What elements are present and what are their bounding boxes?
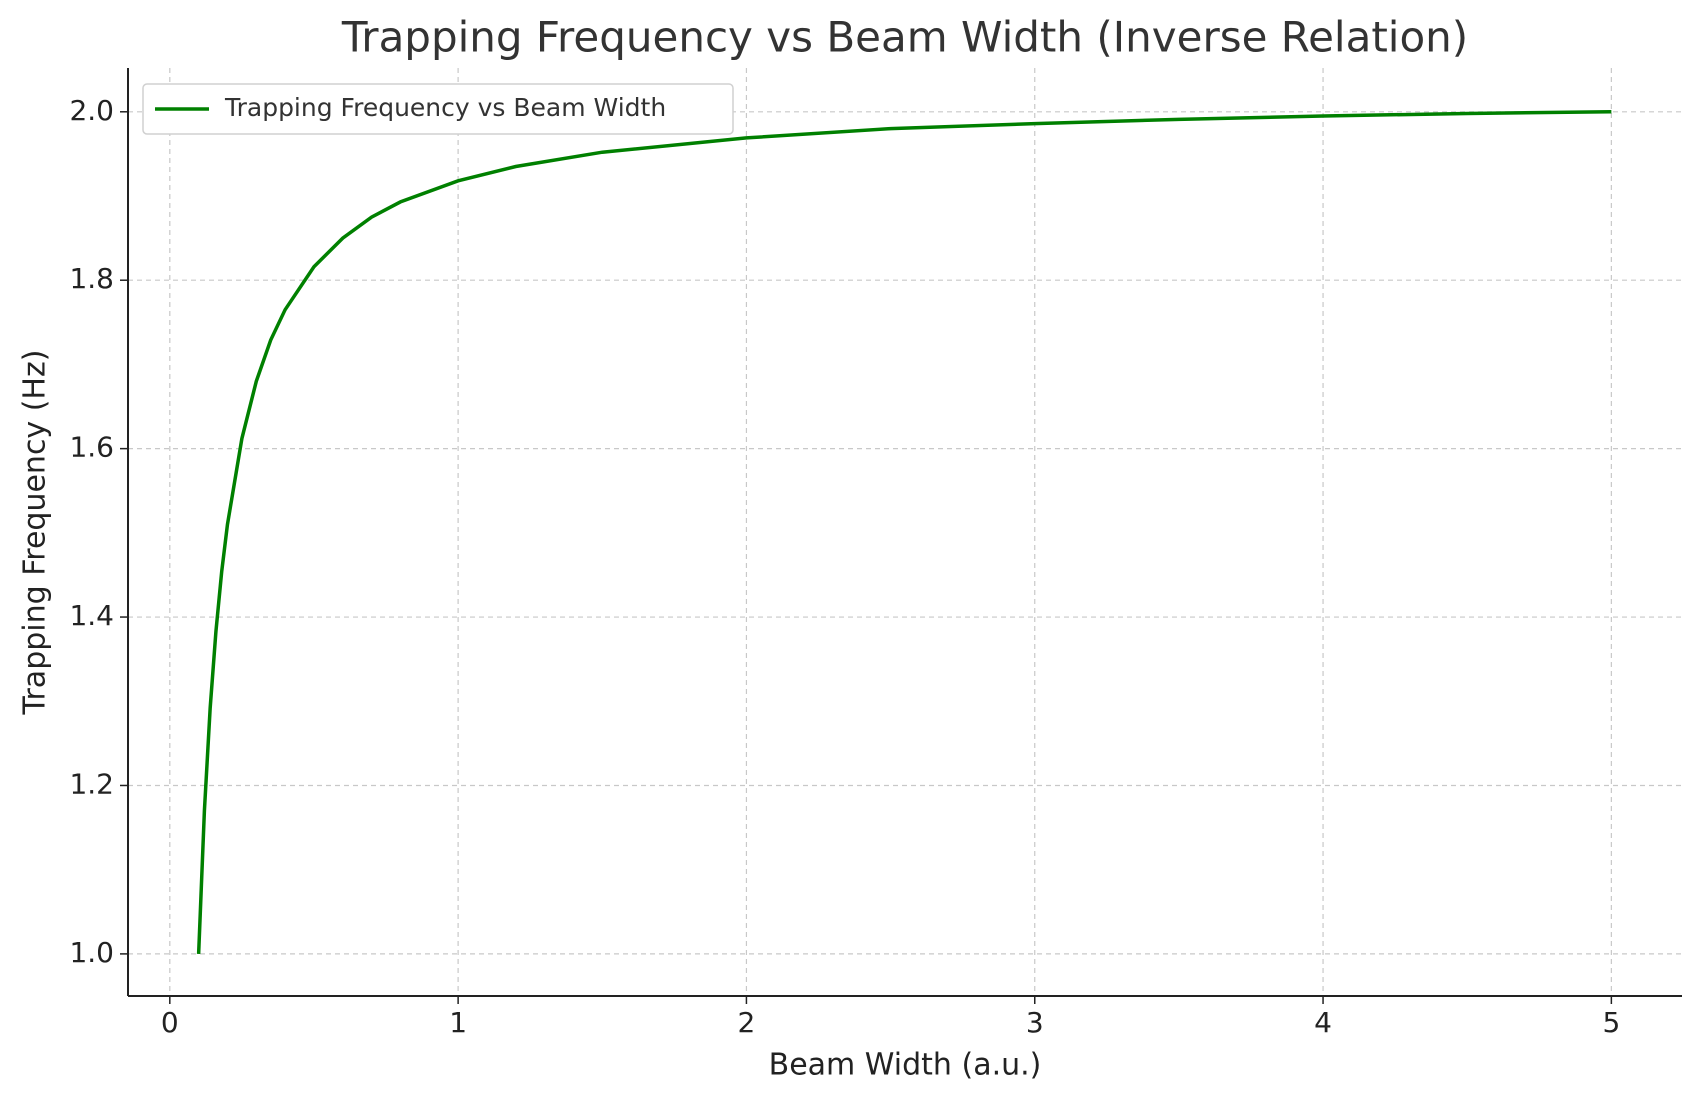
legend-box	[142, 83, 734, 135]
legend-label: Trapping Frequency vs Beam Width	[224, 93, 666, 122]
x-tick-label: 0	[161, 1006, 179, 1039]
chart-title: Trapping Frequency vs Beam Width (Invers…	[341, 13, 1468, 62]
y-axis-label: Trapping Frequency (Hz)	[18, 350, 53, 716]
y-tick-label: 1.4	[69, 599, 114, 632]
line	[196, 110, 1612, 954]
y-tick-label: 2.0	[69, 94, 114, 127]
x-tick-label: 2	[738, 1006, 756, 1039]
y-tick-label: 1.0	[69, 936, 114, 969]
y-tick-label: 1.2	[69, 767, 114, 800]
x-axis-label: Beam Width (a.u.)	[769, 1048, 1042, 1083]
y-tick-label: 1.6	[69, 431, 114, 464]
x-tick-label: 3	[1026, 1006, 1044, 1039]
x-tick-label: 1	[449, 1006, 467, 1039]
x-tick-label: 4	[1314, 1006, 1332, 1039]
y-tick-label: 1.8	[69, 262, 114, 295]
x-tick-label: 5	[1602, 1006, 1620, 1039]
